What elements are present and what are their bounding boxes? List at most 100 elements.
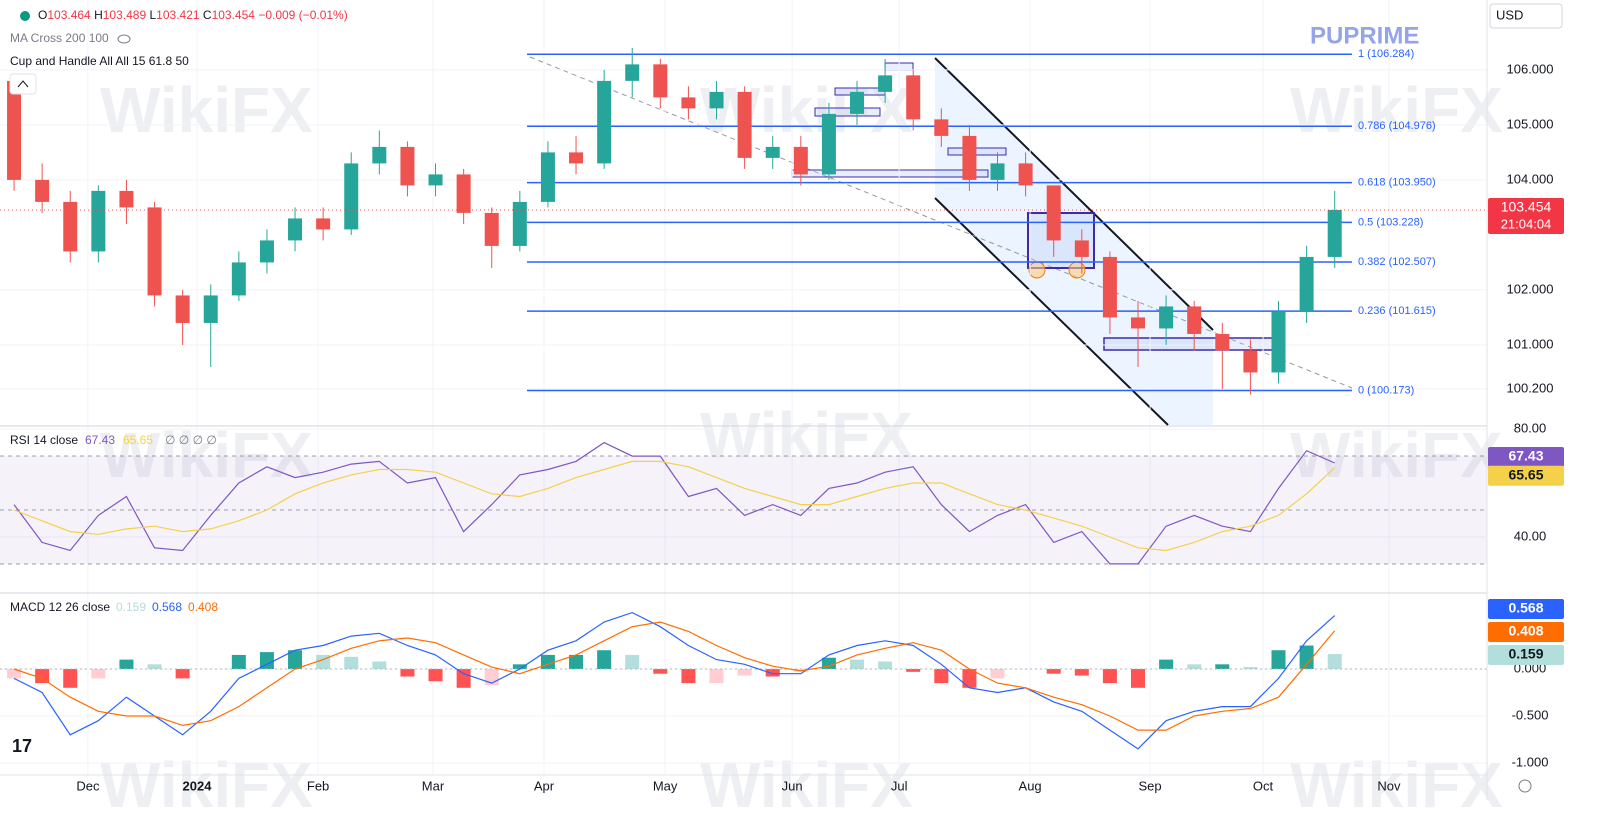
- histogram-bar: [288, 650, 303, 670]
- y-tick-label: 40.00: [1514, 528, 1547, 543]
- candle-body: [962, 135, 977, 180]
- candle-body: [1159, 306, 1174, 329]
- watermark: WikiFX: [700, 74, 913, 146]
- x-tick-label: Sep: [1139, 778, 1162, 793]
- histogram-bar: [147, 664, 162, 670]
- histogram-bar: [990, 669, 1005, 679]
- candle-body: [91, 190, 106, 252]
- y-tick-label: 100.200: [1507, 380, 1554, 395]
- candle-body: [737, 91, 752, 158]
- price-label: 0.159: [1508, 646, 1543, 662]
- histogram-bar: [259, 652, 274, 670]
- candle-body: [793, 146, 808, 175]
- legend-value: 0.159: [116, 600, 146, 614]
- watermark: WikiFX: [100, 74, 313, 146]
- candle-body: [400, 146, 415, 186]
- y-tick-label: 80.00: [1514, 421, 1547, 436]
- histogram-bar: [1299, 645, 1314, 670]
- histogram-bar: [35, 669, 50, 684]
- histogram-bar: [1187, 664, 1202, 670]
- candle-body: [119, 190, 134, 208]
- histogram-bar: [1327, 654, 1342, 670]
- candle-body: [597, 80, 612, 164]
- histogram-bar: [878, 661, 893, 670]
- histogram-bar: [91, 669, 106, 679]
- pattern-point: [1028, 261, 1046, 279]
- histogram-bar: [1074, 669, 1089, 676]
- histogram-bar: [400, 669, 415, 677]
- candle-body: [653, 64, 668, 98]
- settings-icon[interactable]: [1518, 779, 1532, 793]
- pattern-box: [947, 147, 1007, 156]
- candle-body: [540, 152, 555, 202]
- histogram-bar: [1243, 667, 1258, 670]
- price-label: 67.43: [1508, 448, 1543, 464]
- legend-value: 0.568: [152, 600, 182, 614]
- watermark: WikiFX: [1290, 74, 1503, 146]
- price-label-bg: [1488, 465, 1564, 486]
- histogram-bar: [709, 669, 724, 684]
- candle-body: [259, 240, 274, 263]
- candle-body: [344, 163, 359, 230]
- ohlc-readout: O103.464 H103.489 L103.421 C103.454 −0.0…: [38, 8, 348, 22]
- candle-body: [372, 146, 387, 164]
- price-label: 0.408: [1508, 623, 1543, 639]
- x-tick-label: Jul: [891, 778, 908, 793]
- countdown: 21:04:04: [1501, 216, 1552, 231]
- fib-label: 1 (106.284): [1358, 48, 1414, 60]
- y-tick-label: 106.000: [1507, 61, 1554, 76]
- channel-line: [934, 57, 1214, 331]
- histogram-bar: [231, 654, 246, 670]
- histogram-bar: [653, 669, 668, 674]
- histogram-bar: [540, 654, 555, 670]
- indicator-legend: MA Cross 200 100: [10, 31, 109, 45]
- candle-body: [1131, 317, 1146, 329]
- fib-label: 0.5 (103.228): [1358, 216, 1423, 228]
- candle-body: [1243, 350, 1258, 373]
- brand-logo: PUPRIME: [1310, 22, 1419, 49]
- price-label: 0.568: [1508, 600, 1543, 616]
- collapse-button[interactable]: [9, 73, 37, 95]
- price-label-bg: [1488, 446, 1564, 467]
- y-tick-label: 105.000: [1507, 116, 1554, 131]
- pattern-box: [1103, 337, 1281, 351]
- y-tick-label: 102.000: [1507, 281, 1554, 296]
- histogram-bar: [1102, 669, 1117, 684]
- watermark: WikiFX: [1290, 749, 1503, 821]
- candle-body: [7, 80, 22, 180]
- histogram-bar: [962, 669, 977, 688]
- histogram-bar: [456, 669, 471, 688]
- series-line: [13, 441, 1335, 565]
- status-dot: [20, 11, 30, 21]
- candle-body: [203, 295, 218, 323]
- candle-body: [765, 146, 780, 158]
- ohlc-value: 103.454: [212, 8, 256, 22]
- currency: USD: [1496, 7, 1523, 22]
- histogram-bar: [681, 669, 696, 684]
- fib-label: 0.618 (103.950): [1358, 177, 1436, 189]
- x-tick-label: Jun: [782, 778, 803, 793]
- y-tick-label: 104.000: [1507, 171, 1554, 186]
- candle-body: [850, 91, 865, 114]
- histogram-bar: [1271, 650, 1286, 670]
- histogram-bar: [821, 657, 836, 670]
- candle-body: [625, 64, 640, 81]
- fib-label: 0 (100.173): [1358, 384, 1414, 396]
- x-tick-label: 2024: [183, 778, 213, 793]
- histogram-bar: [7, 669, 22, 679]
- candle-body: [934, 119, 949, 136]
- x-tick-label: Dec: [76, 778, 100, 793]
- currency-selector[interactable]: [1489, 3, 1563, 29]
- candle-body: [709, 91, 724, 109]
- x-tick-label: May: [653, 778, 678, 793]
- candle-body: [1046, 185, 1061, 241]
- x-tick-label: Feb: [307, 778, 329, 793]
- price-label-bg: [1488, 622, 1564, 642]
- series-line: [13, 611, 1336, 750]
- histogram-bar: [512, 664, 527, 670]
- watermark: WikiFX: [1290, 419, 1503, 491]
- candle-body: [484, 212, 499, 246]
- histogram-bar: [1215, 664, 1230, 670]
- y-tick-label: 101.000: [1507, 336, 1554, 351]
